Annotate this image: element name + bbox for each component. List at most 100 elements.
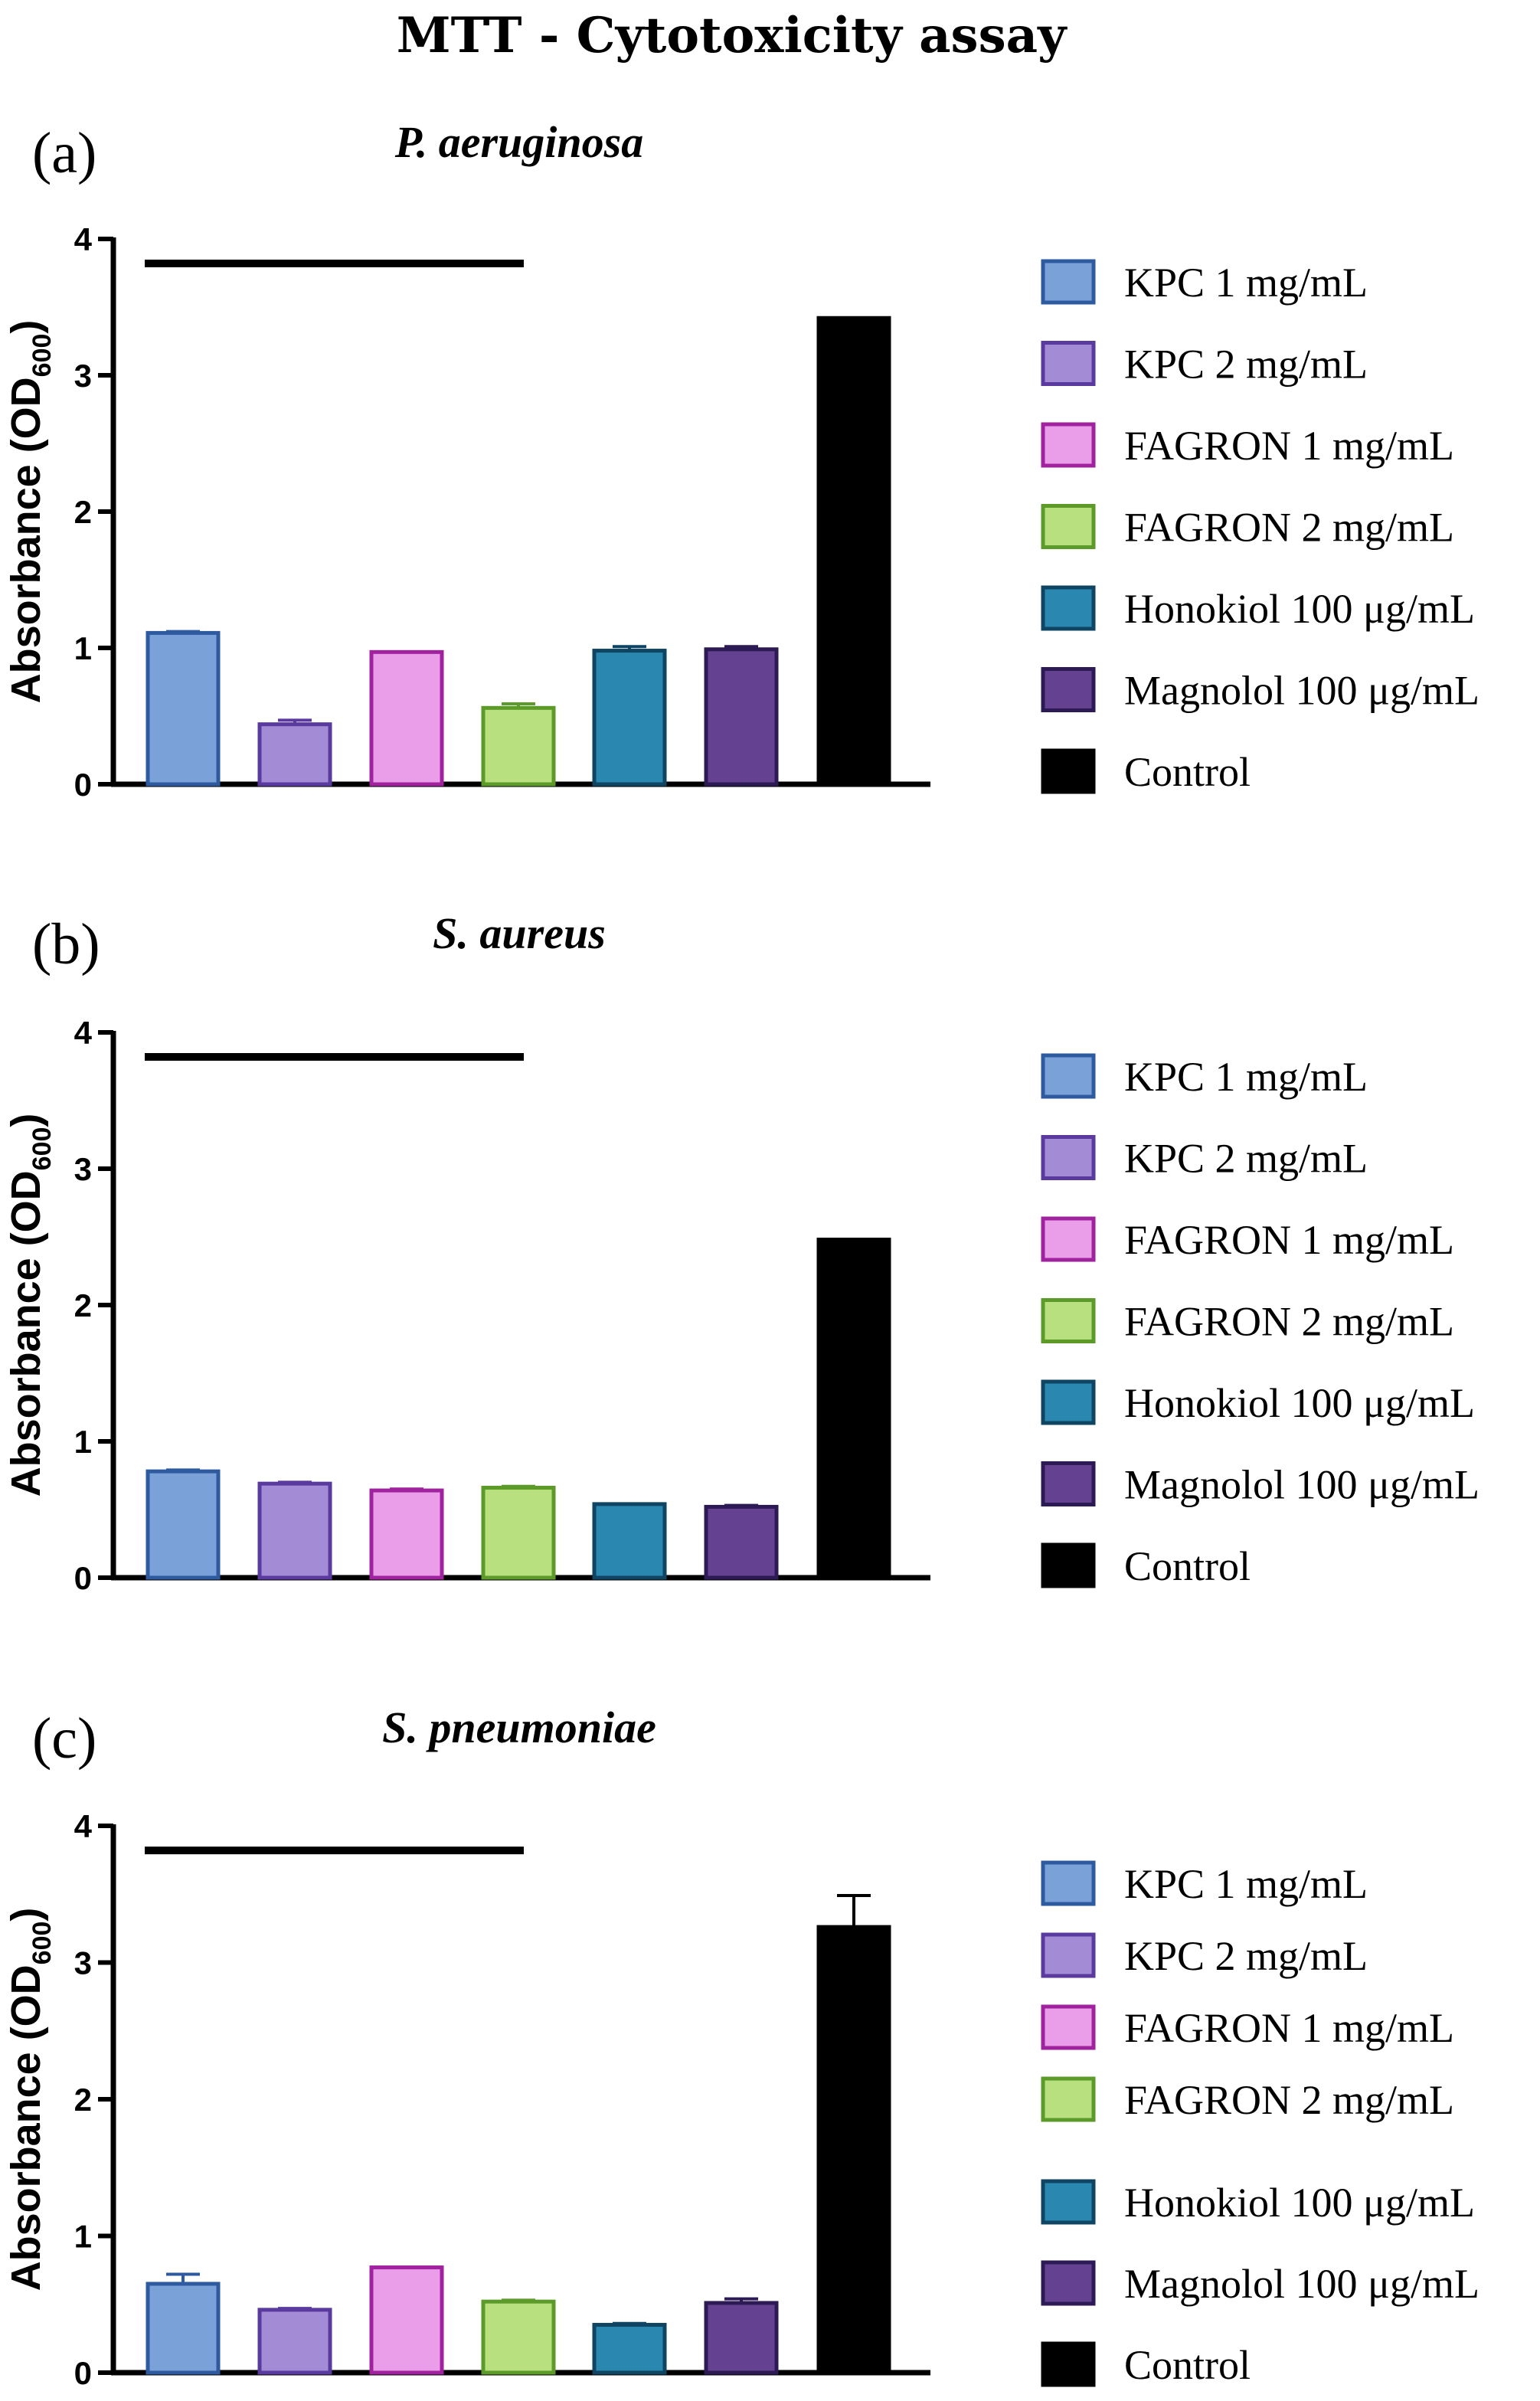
legend-label-7: Control (1124, 749, 1251, 795)
bar-3 (369, 649, 444, 787)
chart-title: P. aeruginosa (394, 117, 643, 167)
legend-label-6: Magnolol 100 μg/mL (1124, 2261, 1480, 2307)
y-axis-label-main: Absorbance (OD (3, 1964, 49, 2291)
bar-2 (257, 2308, 332, 2375)
bar-6 (704, 1504, 779, 1580)
legend-swatch-4 (1041, 1298, 1096, 1343)
legend-swatch-6 (1041, 667, 1096, 712)
chart-panel-2: (b) S. aureus Absorbance (OD600) 0 1 2 3 4 KPC 1… (3, 908, 1480, 1596)
legend-label-5: Honokiol 100 μg/mL (1124, 586, 1475, 632)
legend-swatch-6 (1041, 2260, 1096, 2306)
chart-panel-1: (a) P. aeruginosa Absorbance (OD600) 0 1 2 3 4 K… (3, 117, 1480, 803)
legend-swatch-7 (1041, 748, 1096, 794)
legend-label-2: KPC 2 mg/mL (1124, 1136, 1368, 1182)
legend-swatch-3 (1041, 2004, 1096, 2050)
y-axis-label: Absorbance (OD600) (3, 1114, 57, 1497)
chart-title: S. pneumoniae (382, 1703, 656, 1752)
bar-1 (145, 1469, 221, 1580)
bar-1 (145, 2282, 221, 2375)
bar-5 (592, 1502, 667, 1580)
legend-swatch-1 (1041, 259, 1096, 305)
y-tick-label: 2 (74, 494, 92, 530)
chart-title: S. aureus (433, 908, 606, 958)
bar-3 (369, 2265, 444, 2375)
y-tick-label: 2 (74, 1287, 92, 1323)
bar-4 (481, 705, 556, 787)
legend-label-4: FAGRON 2 mg/mL (1124, 2077, 1454, 2123)
panel-label: (c) (32, 1706, 96, 1771)
legend-label-2: KPC 2 mg/mL (1124, 1933, 1368, 1979)
legend-swatch-2 (1041, 1932, 1096, 1978)
y-tick-label: 0 (74, 767, 92, 803)
y-tick-label: 3 (74, 1151, 92, 1187)
legend-label-1: KPC 1 mg/mL (1124, 1861, 1368, 1907)
y-tick-label: 1 (74, 1424, 92, 1460)
legend-label-7: Control (1124, 2342, 1251, 2388)
bar-4 (481, 2299, 556, 2375)
y-tick-label: 4 (74, 1015, 93, 1051)
y-axis-label-main: Absorbance (OD (3, 1170, 49, 1497)
bar-2 (257, 722, 332, 787)
bar-5 (592, 2323, 667, 2375)
legend-label-6: Magnolol 100 μg/mL (1124, 668, 1480, 714)
legend-swatch-1 (1041, 1860, 1096, 1906)
legend-swatch-1 (1041, 1053, 1096, 1099)
legend-label-7: Control (1124, 1543, 1251, 1589)
y-axis-label: Absorbance (OD600) (3, 320, 57, 704)
chart-panel-3: (c) S. pneumoniae Absorbance (OD600) 0 1 2 3 4 K… (3, 1703, 1480, 2391)
legend-label-5: Honokiol 100 μg/mL (1124, 2180, 1475, 2226)
y-axis-label: Absorbance (OD600) (3, 1908, 57, 2291)
figure-title: MTT - Cytotoxicity assay (397, 7, 1068, 64)
bar-4 (481, 1486, 556, 1580)
legend-swatch-5 (1041, 585, 1096, 631)
panel-label: (b) (32, 912, 100, 976)
legend-label-3: FAGRON 1 mg/mL (1124, 1217, 1454, 1263)
y-axis-label-subscript: 600 (28, 1127, 57, 1171)
legend-label-1: KPC 1 mg/mL (1124, 1054, 1368, 1100)
y-tick-label: 0 (74, 2355, 92, 2391)
bar-7 (816, 1238, 891, 1580)
y-tick-label: 0 (74, 1560, 92, 1596)
legend-swatch-7 (1041, 1542, 1096, 1588)
bar-6 (704, 2301, 779, 2375)
legend-label-5: Honokiol 100 μg/mL (1124, 1380, 1475, 1426)
legend-label-4: FAGRON 2 mg/mL (1124, 505, 1454, 551)
legend-label-3: FAGRON 1 mg/mL (1124, 2005, 1454, 2051)
y-tick-label: 4 (74, 221, 93, 257)
legend-label-2: KPC 2 mg/mL (1124, 342, 1368, 388)
bar-3 (369, 1488, 444, 1580)
bar-1 (145, 630, 221, 787)
y-tick-label: 3 (74, 1945, 92, 1981)
legend-swatch-3 (1041, 1216, 1096, 1262)
legend-swatch-7 (1041, 2341, 1096, 2387)
legend-swatch-3 (1041, 422, 1096, 468)
bar-7 (816, 316, 891, 787)
legend-swatch-4 (1041, 504, 1096, 549)
y-axis-label-main: Absorbance (OD (3, 377, 49, 703)
y-axis-label-suffix: ) (3, 1114, 49, 1127)
y-tick-label: 4 (74, 1808, 93, 1844)
legend-label-1: KPC 1 mg/mL (1124, 260, 1368, 306)
y-tick-label: 3 (74, 358, 92, 394)
panel-label: (a) (32, 121, 96, 185)
legend-label-3: FAGRON 1 mg/mL (1124, 423, 1454, 469)
bar-2 (257, 1481, 332, 1580)
y-tick-label: 2 (74, 2082, 92, 2118)
bar-6 (704, 647, 779, 787)
legend-swatch-5 (1041, 2179, 1096, 2225)
y-axis-label-suffix: ) (3, 1908, 49, 1922)
bar-5 (592, 649, 667, 787)
legend-swatch-2 (1041, 341, 1096, 386)
legend-swatch-5 (1041, 1379, 1096, 1425)
y-axis-label-suffix: ) (3, 320, 49, 334)
legend-swatch-2 (1041, 1135, 1096, 1180)
y-axis-label-subscript: 600 (28, 334, 57, 378)
legend-swatch-4 (1041, 2076, 1096, 2122)
legend-label-4: FAGRON 2 mg/mL (1124, 1299, 1454, 1345)
legend-label-6: Magnolol 100 μg/mL (1124, 1462, 1480, 1508)
y-tick-label: 1 (74, 2219, 92, 2255)
y-tick-label: 1 (74, 630, 92, 666)
y-axis-label-subscript: 600 (28, 1922, 57, 1965)
